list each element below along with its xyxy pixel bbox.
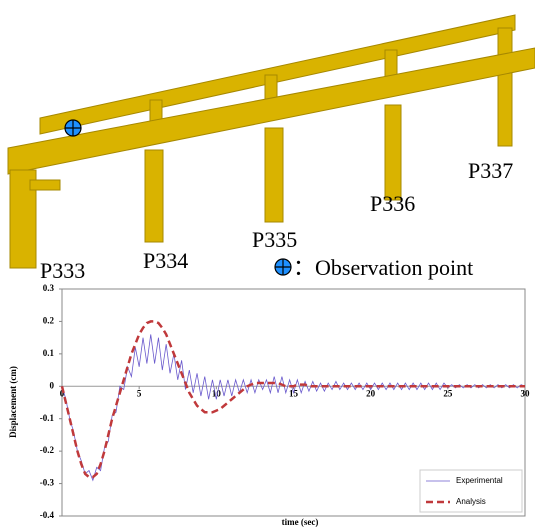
- legend-label: Analysis: [456, 497, 486, 506]
- x-tick-label: 5: [137, 388, 142, 398]
- x-tick-label: 15: [289, 388, 299, 398]
- y-axis-label: Displacement (cm): [8, 366, 18, 438]
- pier-label: P334: [143, 248, 188, 273]
- y-tick-label: 0.2: [43, 315, 55, 325]
- pier-label: P333: [40, 258, 85, 283]
- legend-text: ：Observation point: [293, 255, 473, 280]
- x-axis-label: time (sec): [282, 517, 319, 527]
- pier-label: P336: [370, 191, 415, 216]
- series-line: [62, 334, 525, 480]
- y-tick-label: -0.2: [40, 445, 55, 455]
- y-tick-label: 0: [50, 380, 55, 390]
- legend-label: Experimental: [456, 476, 503, 485]
- pier-label: P335: [252, 227, 297, 252]
- y-tick-label: -0.4: [40, 510, 55, 520]
- x-tick-label: 25: [443, 388, 453, 398]
- series-line: [62, 321, 525, 477]
- x-tick-label: 30: [521, 388, 531, 398]
- y-tick-label: 0.1: [43, 348, 55, 358]
- figure: P333 P334 P335 P336 P337 ：Observation po…: [0, 0, 535, 528]
- y-tick-label: -0.1: [40, 413, 55, 423]
- y-tick-label: 0.3: [43, 283, 55, 293]
- pier-label: P337: [468, 158, 513, 183]
- y-tick-label: -0.3: [40, 478, 55, 488]
